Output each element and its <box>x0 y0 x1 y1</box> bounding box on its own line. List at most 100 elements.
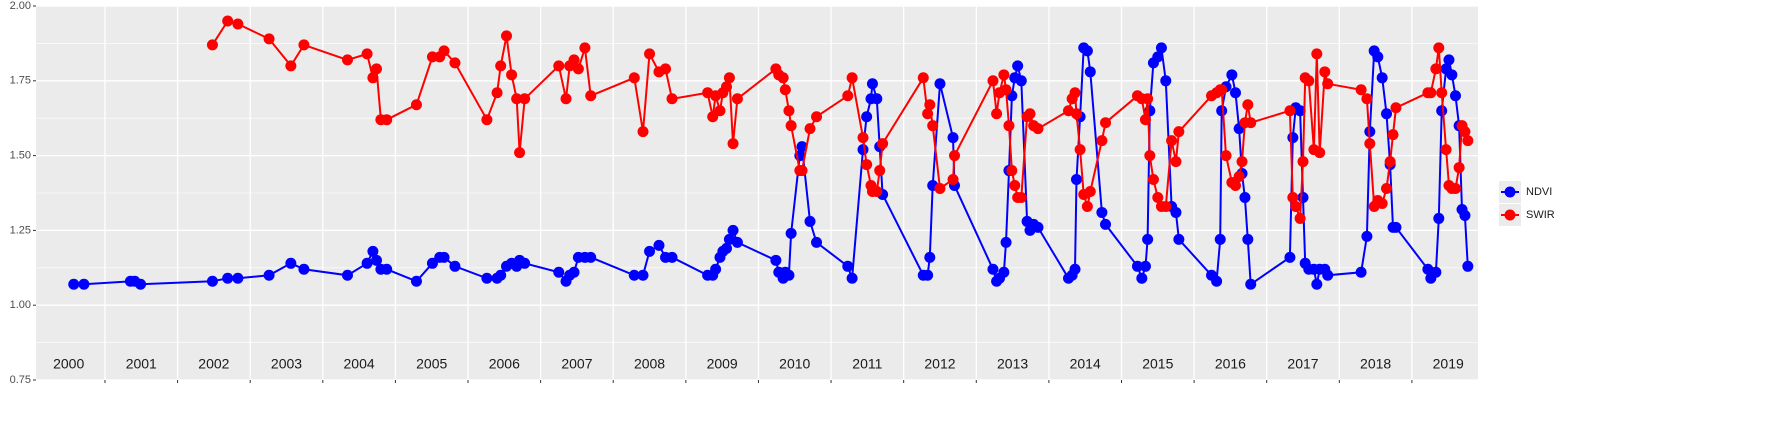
year-label: 2015 <box>1142 356 1173 372</box>
point <box>361 48 373 60</box>
point <box>1081 200 1093 212</box>
point <box>1319 66 1331 78</box>
point <box>710 263 722 275</box>
point <box>998 69 1010 81</box>
point <box>553 266 565 278</box>
point <box>714 105 726 117</box>
point <box>367 245 379 257</box>
point <box>285 257 297 269</box>
point <box>1459 209 1471 221</box>
point <box>721 81 733 93</box>
point <box>1361 93 1373 105</box>
year-label: 2017 <box>1287 356 1318 372</box>
point <box>644 48 656 60</box>
point <box>723 72 735 84</box>
point <box>779 84 791 96</box>
point <box>491 87 503 99</box>
point <box>842 90 854 102</box>
point <box>1084 186 1096 198</box>
point <box>637 126 649 138</box>
point <box>1381 183 1393 195</box>
point <box>371 63 383 75</box>
point <box>263 269 275 281</box>
point <box>1376 197 1388 209</box>
point <box>861 111 873 123</box>
point <box>924 251 936 263</box>
point <box>1311 48 1323 60</box>
point <box>1144 150 1156 162</box>
point <box>1322 78 1334 90</box>
point <box>1387 129 1399 141</box>
year-label: 2016 <box>1215 356 1246 372</box>
point <box>947 174 959 186</box>
point <box>727 224 739 236</box>
point <box>1239 191 1251 203</box>
point <box>1245 117 1257 129</box>
point <box>506 69 518 81</box>
point <box>871 186 883 198</box>
point <box>871 93 883 105</box>
point <box>78 278 90 290</box>
point <box>495 269 507 281</box>
point <box>998 266 1010 278</box>
point <box>1015 191 1027 203</box>
point <box>1139 114 1151 126</box>
y-tick-label: 2.00 <box>10 0 31 12</box>
point <box>438 45 450 57</box>
point <box>438 251 450 263</box>
point <box>1361 230 1373 242</box>
point <box>1290 200 1302 212</box>
point <box>341 54 353 66</box>
point <box>501 30 513 42</box>
point <box>568 54 580 66</box>
year-label: 2012 <box>924 356 955 372</box>
point <box>553 60 565 72</box>
point <box>1364 138 1376 150</box>
point <box>298 39 310 51</box>
point <box>811 111 823 123</box>
point <box>1216 84 1228 96</box>
point <box>1142 93 1154 105</box>
point <box>1449 183 1461 195</box>
point <box>361 257 373 269</box>
y-tick-label: 1.25 <box>10 224 31 236</box>
point <box>783 105 795 117</box>
point <box>991 108 1003 120</box>
grid: 0.75 1.00 1.25 1.50 1.75 2.00 2000 2001 2002 2003… <box>10 0 1478 386</box>
point <box>1433 212 1445 224</box>
point <box>449 57 461 69</box>
point <box>804 215 816 227</box>
y-tick-label: 0.75 <box>10 374 31 386</box>
point <box>628 72 640 84</box>
point <box>1355 266 1367 278</box>
point <box>1074 144 1086 156</box>
point <box>1096 206 1108 218</box>
point <box>777 72 789 84</box>
point <box>206 275 218 287</box>
point <box>637 269 649 281</box>
point <box>381 114 393 126</box>
point <box>1000 236 1012 248</box>
point <box>653 239 665 251</box>
point <box>1372 51 1384 63</box>
point <box>1449 90 1461 102</box>
point <box>1284 251 1296 263</box>
point <box>987 75 999 87</box>
point <box>285 60 297 72</box>
point <box>731 236 743 248</box>
point <box>426 257 438 269</box>
point <box>922 269 934 281</box>
point <box>1100 218 1112 230</box>
point <box>1425 87 1437 99</box>
point <box>1173 126 1185 138</box>
point <box>410 275 422 287</box>
point <box>1311 278 1323 290</box>
point <box>1216 105 1228 117</box>
year-label: 2010 <box>779 356 810 372</box>
point <box>660 63 672 75</box>
point <box>1287 191 1299 203</box>
point <box>560 93 572 105</box>
point <box>924 99 936 111</box>
point <box>68 278 80 290</box>
